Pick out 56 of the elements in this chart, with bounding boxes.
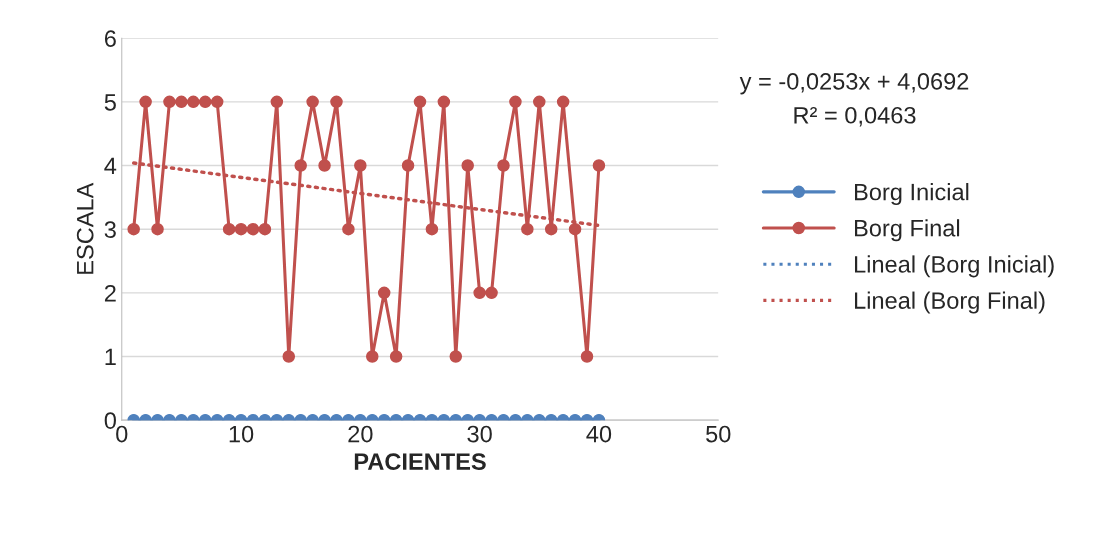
point: [473, 286, 486, 300]
point: [163, 95, 176, 109]
point: [199, 95, 212, 109]
point: [521, 222, 534, 236]
x-tick-label: 20: [348, 425, 373, 443]
x-tick-label: 40: [586, 425, 612, 443]
point: [127, 222, 140, 236]
point: [151, 222, 164, 236]
point: [187, 95, 200, 109]
point: [210, 95, 224, 109]
point: [342, 222, 355, 236]
x-axis-title: PACIENTES: [354, 453, 486, 470]
legend-label: Borg Inicial: [855, 183, 969, 206]
x-tick-label: 10: [229, 425, 254, 443]
point: [544, 222, 558, 236]
y-tick-label: 1: [105, 348, 116, 366]
point: [222, 222, 236, 236]
x-tick-label: 0: [116, 425, 128, 443]
point: [485, 286, 498, 300]
point: [270, 95, 284, 109]
point: [318, 159, 331, 172]
point: [556, 95, 570, 109]
point: [258, 222, 272, 236]
point: [413, 95, 427, 109]
point: [175, 95, 188, 109]
point: [306, 95, 319, 109]
y-axis-title: ESCALA: [76, 182, 94, 274]
point: [377, 286, 391, 300]
point: [294, 159, 307, 172]
y-tick-label: 2: [104, 284, 116, 302]
point: [139, 95, 152, 109]
point: [401, 159, 415, 172]
point: [592, 159, 606, 172]
point: [425, 222, 439, 236]
x-tick-label: 50: [706, 425, 731, 443]
y-tick-label: 4: [104, 157, 117, 175]
point: [533, 95, 546, 109]
y-tick-label: 5: [104, 94, 116, 111]
legend-label: Borg Final: [855, 219, 960, 242]
point: [509, 95, 522, 109]
legend-label: Lineal (Borg Final): [855, 291, 1045, 314]
y-tick-label: 6: [104, 30, 116, 47]
text: R² = 0,0463: [794, 106, 916, 127]
point: [568, 222, 582, 236]
point: [497, 159, 510, 172]
point: [354, 159, 367, 172]
y-tick-label: 3: [104, 221, 116, 238]
point: [437, 95, 451, 109]
point: [461, 159, 474, 172]
point: [330, 95, 343, 109]
text: y = -0,0253x + 4,0692: [739, 73, 969, 95]
point: [234, 222, 248, 236]
legend-label: Lineal (Borg Inicial): [855, 255, 1054, 278]
y-tick-label: 0: [104, 412, 116, 429]
x-tick-label: 30: [467, 425, 492, 443]
point: [246, 222, 260, 236]
